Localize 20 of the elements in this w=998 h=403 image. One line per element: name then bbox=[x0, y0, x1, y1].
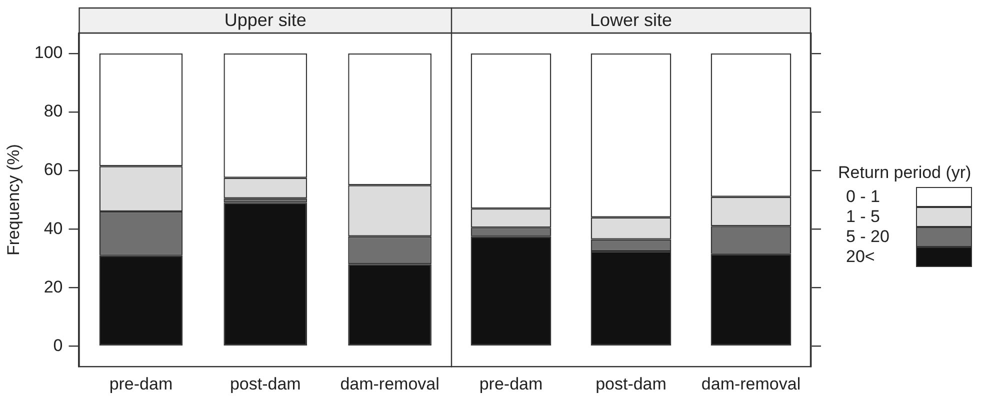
legend-label: 5 - 20 bbox=[845, 227, 890, 246]
y-tick-label: 0 bbox=[53, 336, 63, 355]
x-tick-label: dam-removal bbox=[701, 374, 801, 394]
x-tick-label: dam-removal bbox=[340, 374, 440, 394]
legend-title: Return period (yr) bbox=[838, 163, 972, 183]
text: 20< bbox=[845, 247, 876, 266]
y-tick-label: 60 bbox=[44, 160, 63, 180]
x-tick-label: pre-dam bbox=[109, 374, 173, 394]
y-tick-label: 80 bbox=[44, 102, 63, 121]
x-tick-label: post-dam bbox=[230, 374, 301, 394]
legend-label: 1 - 5 bbox=[845, 207, 882, 226]
y-tick-label: 100 bbox=[34, 43, 63, 62]
x-tick-label: post-dam bbox=[596, 374, 666, 394]
y-axis-title: Frequency (%) bbox=[4, 144, 23, 256]
y-tick-label: 40 bbox=[44, 218, 63, 238]
x-tick-label: pre-dam bbox=[479, 374, 543, 394]
y-tick-label: 20 bbox=[44, 277, 63, 296]
chart-title: Upper site bbox=[224, 10, 306, 30]
text: 0 - 1 bbox=[845, 187, 882, 206]
chart-title: Lower site bbox=[590, 10, 672, 30]
